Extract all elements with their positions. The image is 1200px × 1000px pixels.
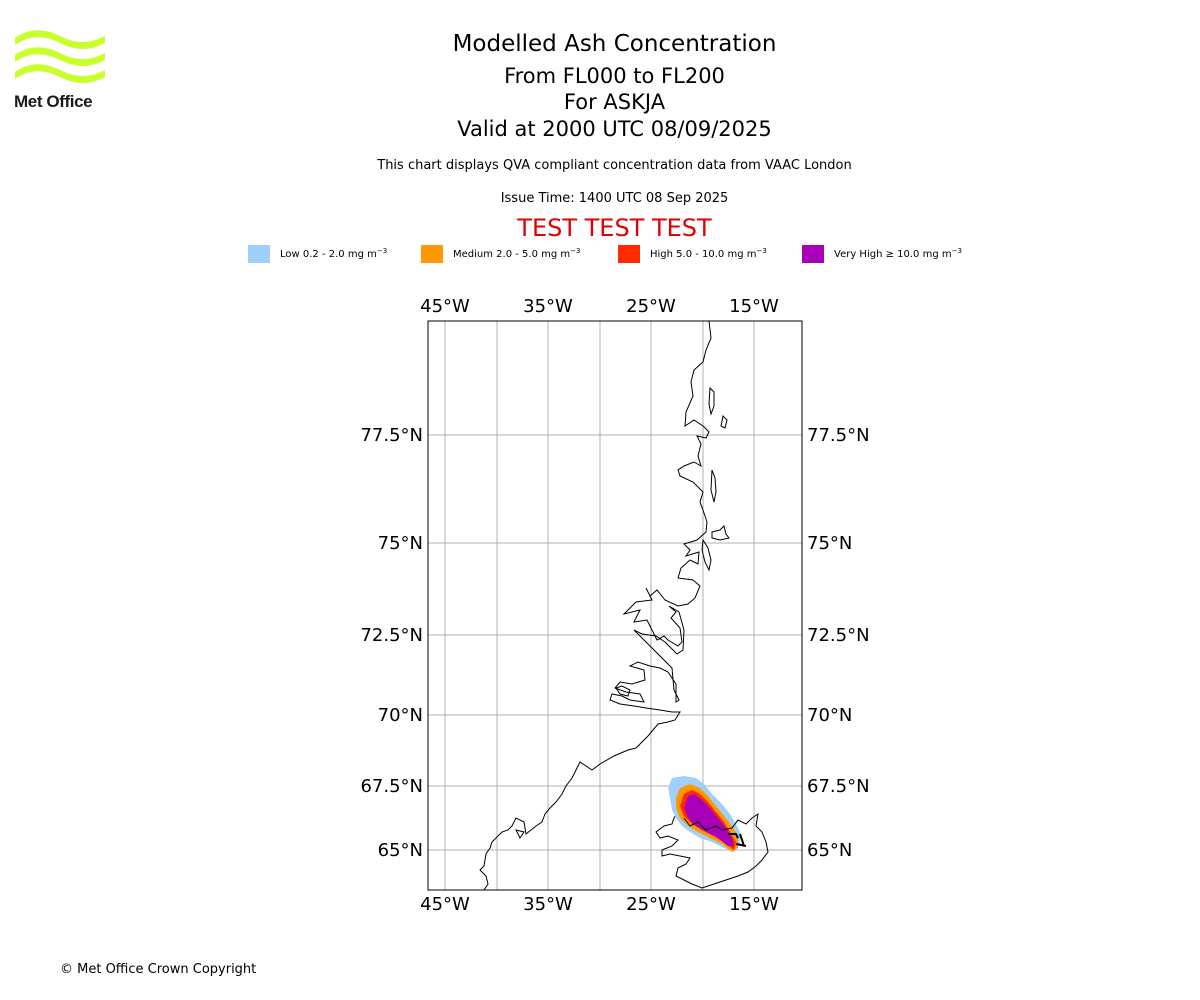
legend-swatch-very-high bbox=[802, 245, 824, 263]
lon-label: 35°W bbox=[523, 894, 573, 915]
lat-label: 77.5°N bbox=[360, 425, 423, 446]
lat-labels-left: 77.5°N 75°N 72.5°N 70°N 67.5°N 65°N bbox=[360, 425, 423, 861]
lat-label: 70°N bbox=[378, 705, 423, 726]
met-office-waves-icon bbox=[15, 30, 105, 83]
lon-labels-top: 45°W 35°W 25°W 15°W bbox=[420, 296, 779, 317]
coast-fjord-1 bbox=[615, 685, 631, 697]
legend-label-very-high: Very High ≥ 10.0 mg m bbox=[834, 249, 952, 260]
legend-label-low: Low 0.2 - 2.0 mg m bbox=[280, 249, 377, 260]
map-frame bbox=[427, 320, 803, 891]
lat-label: 75°N bbox=[807, 533, 852, 554]
lon-label: 45°W bbox=[420, 894, 470, 915]
legend-unit-exponent: −3 bbox=[570, 247, 581, 255]
iceland-coastline-overlay bbox=[683, 817, 739, 831]
lon-label: 15°W bbox=[729, 894, 779, 915]
legend-label-medium: Medium 2.0 - 5.0 mg m bbox=[453, 249, 571, 260]
coast-fjord-2 bbox=[515, 829, 525, 839]
test-banner: TEST TEST TEST bbox=[517, 214, 712, 242]
lat-label: 75°N bbox=[378, 533, 423, 554]
legend-unit-exponent: −3 bbox=[951, 247, 962, 255]
qva-note: This chart displays QVA compliant concen… bbox=[377, 158, 852, 173]
lat-label: 70°N bbox=[807, 705, 852, 726]
coast-island-5 bbox=[701, 538, 712, 572]
issue-time: Issue Time: 1400 UTC 08 Sep 2025 bbox=[500, 191, 729, 206]
legend-unit-exponent: −3 bbox=[756, 247, 767, 255]
copyright-footer: © Met Office Crown Copyright bbox=[60, 962, 257, 977]
legend-swatch-high bbox=[618, 245, 640, 263]
lon-label: 45°W bbox=[420, 296, 470, 317]
lat-label: 65°N bbox=[378, 840, 423, 861]
volcano-marker-icon bbox=[728, 833, 747, 847]
lat-label: 67.5°N bbox=[807, 776, 870, 797]
lon-label: 35°W bbox=[523, 296, 573, 317]
graticule bbox=[428, 321, 802, 890]
lon-labels-bottom: 45°W 35°W 25°W 15°W bbox=[420, 894, 779, 915]
lat-labels-right: 77.5°N 75°N 72.5°N 70°N 67.5°N 65°N bbox=[807, 425, 870, 861]
flight-level-range: From FL000 to FL200 bbox=[504, 64, 725, 88]
coast-island-3 bbox=[710, 469, 717, 503]
legend-swatch-medium bbox=[421, 245, 443, 263]
lat-label: 77.5°N bbox=[807, 425, 870, 446]
legend-unit-exponent: −3 bbox=[376, 247, 388, 255]
map-layers bbox=[479, 321, 769, 890]
legend-swatch-low bbox=[248, 245, 270, 263]
lat-label: 72.5°N bbox=[360, 625, 423, 646]
chart-title: Modelled Ash Concentration bbox=[452, 31, 777, 57]
legend-label-high: High 5.0 - 10.0 mg m bbox=[650, 249, 757, 260]
logo-text: Met Office bbox=[14, 92, 93, 111]
coast-island-2 bbox=[720, 414, 728, 429]
lon-label: 25°W bbox=[626, 296, 676, 317]
coast-island-4 bbox=[711, 525, 730, 541]
lon-label: 15°W bbox=[729, 296, 779, 317]
volcano-name: For ASKJA bbox=[563, 90, 666, 114]
ash-zone-very-high bbox=[684, 794, 734, 846]
lat-label: 67.5°N bbox=[360, 776, 423, 797]
greenland-coastline bbox=[479, 321, 712, 890]
lat-label: 65°N bbox=[807, 840, 852, 861]
valid-time: Valid at 2000 UTC 08/09/2025 bbox=[457, 117, 772, 141]
coast-island-1 bbox=[708, 386, 715, 416]
lon-label: 25°W bbox=[626, 894, 676, 915]
met-office-logo: Met Office bbox=[14, 30, 110, 114]
lat-label: 72.5°N bbox=[807, 625, 870, 646]
